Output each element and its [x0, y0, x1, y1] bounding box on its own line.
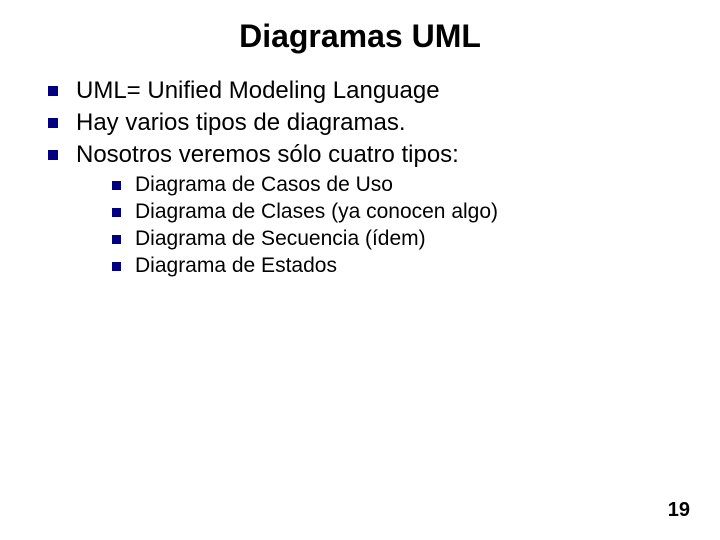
square-bullet-icon [48, 118, 58, 128]
square-bullet-icon [112, 262, 121, 271]
bullet-text: Hay varios tipos de diagramas. [76, 109, 405, 137]
square-bullet-icon [112, 208, 121, 217]
square-bullet-icon [112, 181, 121, 190]
list-item: Diagrama de Estados [112, 254, 680, 278]
page-number: 19 [668, 499, 690, 522]
slide: Diagramas UML UML= Unified Modeling Lang… [0, 0, 720, 540]
bullet-text: Diagrama de Casos de Uso [135, 173, 393, 197]
list-item: Diagrama de Clases (ya conocen algo) [112, 200, 680, 224]
sub-bullet-list: Diagrama de Casos de Uso Diagrama de Cla… [112, 173, 680, 278]
list-item: Diagrama de Secuencia (ídem) [112, 227, 680, 251]
bullet-text: Diagrama de Secuencia (ídem) [135, 227, 426, 251]
list-item: Hay varios tipos de diagramas. [40, 109, 680, 137]
main-bullet-list: UML= Unified Modeling Language Hay vario… [40, 77, 680, 169]
bullet-text: Diagrama de Clases (ya conocen algo) [135, 200, 498, 224]
square-bullet-icon [48, 86, 58, 96]
bullet-text: Nosotros veremos sólo cuatro tipos: [76, 141, 459, 169]
square-bullet-icon [48, 150, 58, 160]
list-item: UML= Unified Modeling Language [40, 77, 680, 105]
bullet-text: Diagrama de Estados [135, 254, 337, 278]
slide-title: Diagramas UML [40, 18, 680, 55]
list-item: Nosotros veremos sólo cuatro tipos: [40, 141, 680, 169]
bullet-text: UML= Unified Modeling Language [76, 77, 440, 105]
list-item: Diagrama de Casos de Uso [112, 173, 680, 197]
square-bullet-icon [112, 235, 121, 244]
